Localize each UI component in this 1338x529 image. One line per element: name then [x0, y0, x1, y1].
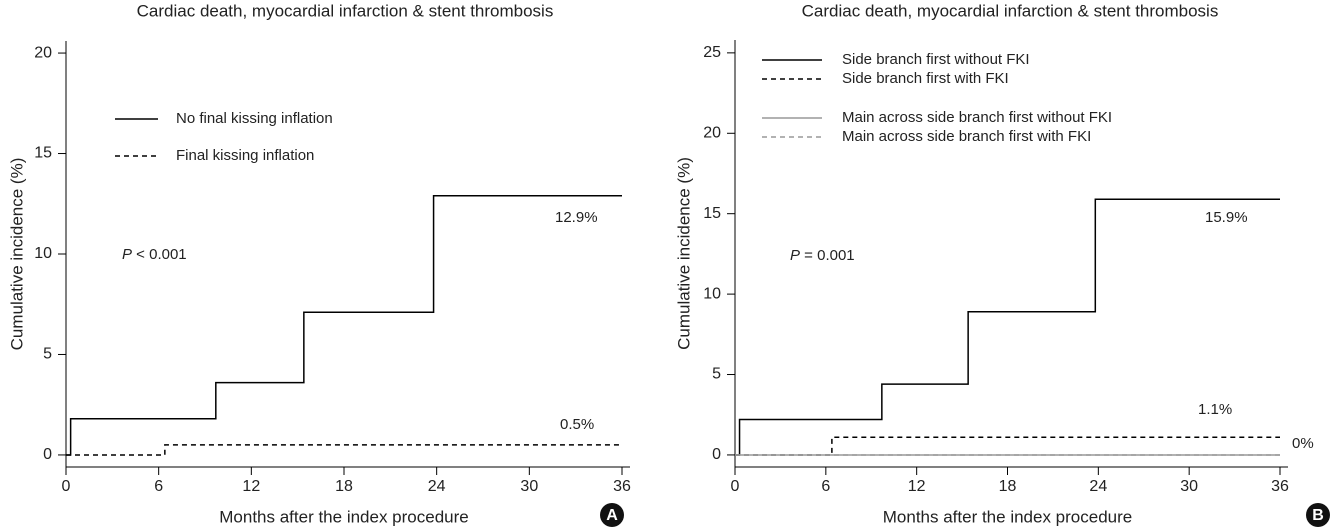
legend-label: Final kissing inflation — [176, 147, 314, 164]
annotation: 15.9% — [1205, 209, 1248, 226]
x-tick-label: 12 — [908, 478, 926, 495]
x-tick-label: 18 — [335, 478, 353, 495]
series-line — [735, 198, 1280, 456]
x-axis-label: Months after the index procedure — [883, 507, 1132, 526]
annotation-rest: < 0.001 — [132, 246, 187, 263]
annotation: 0% — [1292, 435, 1314, 452]
annotation: P = 0.001 — [790, 247, 855, 264]
x-axis-label: Months after the index procedure — [219, 507, 468, 526]
y-axis-label: Cumulative incidence (%) — [674, 157, 693, 350]
annotation: P < 0.001 — [122, 246, 187, 263]
chart-title: Cardiac death, myocardial infarction & s… — [802, 1, 1219, 20]
x-tick-label: 36 — [1271, 478, 1289, 495]
legend-label: Main across side branch first without FK… — [842, 109, 1112, 126]
x-tick-label: 12 — [242, 478, 260, 495]
panel-badge — [600, 503, 624, 527]
panel-label: A — [606, 507, 618, 524]
annotation-italic: P — [122, 246, 132, 263]
panel-label: B — [1312, 507, 1324, 524]
annotation: 1.1% — [1198, 401, 1232, 418]
annotation-italic: P — [790, 247, 800, 264]
y-tick-label: 0 — [712, 446, 721, 463]
legend-label: Side branch first without FKI — [842, 51, 1030, 68]
x-tick-label: 6 — [821, 478, 830, 495]
x-tick-label: 0 — [731, 478, 740, 495]
y-tick-label: 10 — [703, 285, 721, 302]
y-tick-label: 0 — [43, 446, 52, 463]
x-tick-label: 30 — [520, 478, 538, 495]
x-tick-label: 24 — [428, 478, 446, 495]
y-tick-label: 15 — [703, 205, 721, 222]
y-axis-label: Cumulative incidence (%) — [7, 158, 26, 351]
series-line — [66, 444, 622, 456]
y-tick-label: 15 — [34, 145, 52, 162]
series-line — [735, 436, 1280, 456]
legend-label: Main across side branch first with FKI — [842, 128, 1091, 145]
y-tick-label: 25 — [703, 44, 721, 61]
x-tick-label: 0 — [62, 478, 71, 495]
y-tick-label: 20 — [34, 44, 52, 61]
x-tick-label: 36 — [613, 478, 631, 495]
annotation: 0.5% — [560, 416, 594, 433]
legend-label: Side branch first with FKI — [842, 70, 1009, 87]
series-line — [66, 194, 622, 456]
x-tick-label: 18 — [999, 478, 1017, 495]
y-tick-label: 5 — [43, 346, 52, 363]
annotation: 12.9% — [555, 209, 598, 226]
chart-title: Cardiac death, myocardial infarction & s… — [137, 1, 554, 20]
y-tick-label: 20 — [703, 124, 721, 141]
y-tick-label: 5 — [712, 366, 721, 383]
x-tick-label: 24 — [1089, 478, 1107, 495]
y-tick-label: 10 — [34, 245, 52, 262]
annotation-rest: = 0.001 — [800, 247, 855, 264]
x-tick-label: 6 — [154, 478, 163, 495]
legend-label: No final kissing inflation — [176, 110, 333, 127]
x-tick-label: 30 — [1180, 478, 1198, 495]
panel-badge — [1306, 503, 1330, 527]
